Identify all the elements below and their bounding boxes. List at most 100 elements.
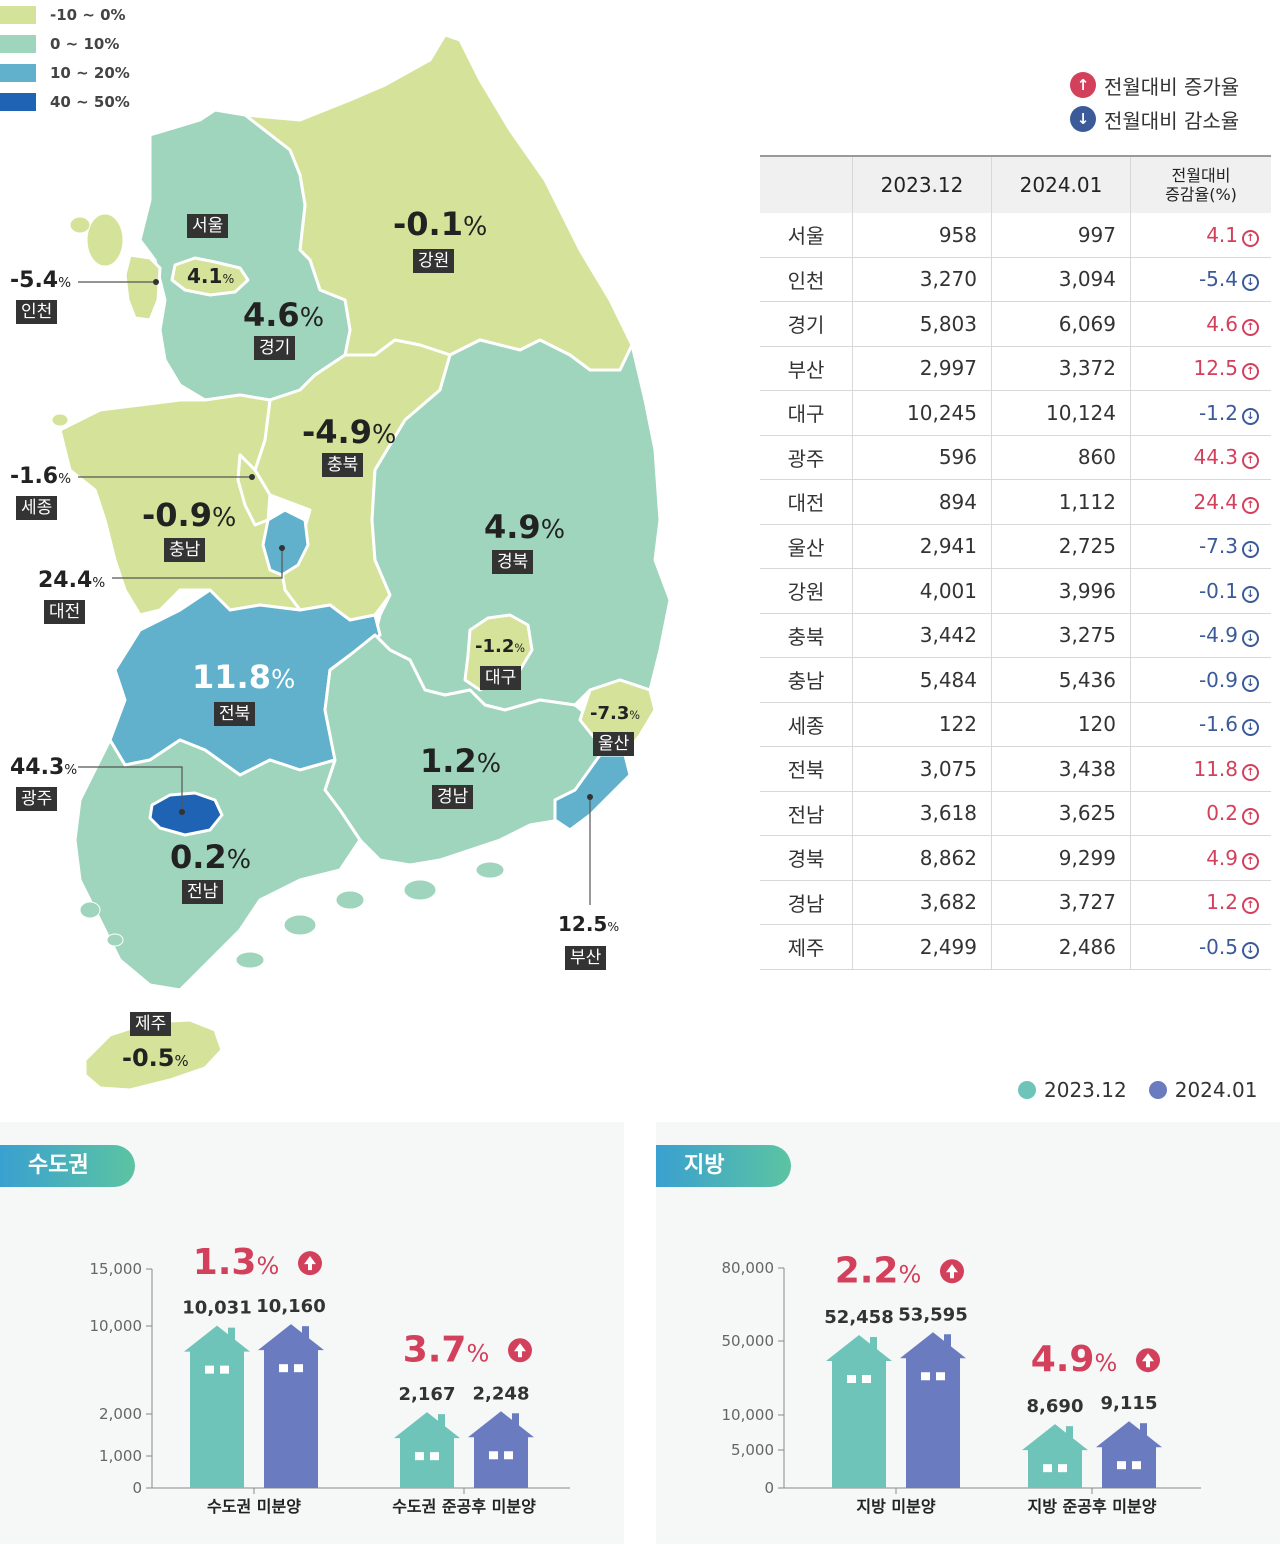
map-label-seoul: 서울 xyxy=(187,214,229,238)
bar-2024-01 xyxy=(258,1324,324,1488)
cell-dec: 5,803 xyxy=(852,301,992,347)
cell-jan: 3,372 xyxy=(991,346,1131,391)
cell-change: 4.1 ↑ xyxy=(1130,213,1271,258)
header-dec: 2023.12 xyxy=(852,155,992,213)
cell-region-text: 경남 xyxy=(787,891,825,916)
cell-change-text: -7.3 xyxy=(1198,534,1238,559)
header-change-line1: 전월대비 xyxy=(1171,166,1231,185)
cell-dec: 958 xyxy=(852,213,992,258)
region-name-tag: 인천 xyxy=(16,300,58,324)
table-row: 충남 5,484 5,436 -0.9 ↓ xyxy=(760,657,1271,703)
y-tick-label: 2,000 xyxy=(99,1405,142,1423)
cell-dec: 2,941 xyxy=(852,524,992,569)
pct-sign: % xyxy=(92,575,106,591)
region-name-tag: 경남 xyxy=(432,785,474,809)
cell-jan-text: 5,436 xyxy=(1058,667,1116,692)
cell-jan-text: 9,299 xyxy=(1058,845,1116,870)
region-value: -1.2 xyxy=(475,636,515,657)
map-value-seoul: 4.1% xyxy=(187,264,234,288)
legend-swatch xyxy=(0,92,36,111)
cell-jan: 3,275 xyxy=(991,613,1131,658)
cell-jan-text: 3,727 xyxy=(1058,890,1116,915)
region-seoul xyxy=(170,256,250,297)
region-value: 4.6 xyxy=(243,296,300,334)
map-label-jeonbuk: 전북 xyxy=(214,702,256,726)
table-row: 인천 3,270 3,094 -5.4 ↓ xyxy=(760,257,1271,302)
table-header-row: 2023.12 2024.01 전월대비 증감율(%) xyxy=(760,155,1271,213)
cell-region-text: 대구 xyxy=(787,402,825,427)
cell-change: -7.3 ↓ xyxy=(1130,524,1271,569)
arrow-up-icon: ↑ xyxy=(1242,363,1259,381)
pct-sign: % xyxy=(222,271,235,286)
arrow-up-icon: ↑ xyxy=(1070,72,1096,98)
region-name-tag: 서울 xyxy=(187,214,229,238)
region-name-tag: 충남 xyxy=(164,538,206,562)
legend-item: -10 ~ 0% xyxy=(0,0,130,29)
arrow-up-icon: ↑ xyxy=(1242,452,1259,470)
cell-jan: 3,727 xyxy=(991,880,1131,925)
change-value: 2.2 xyxy=(835,1250,899,1291)
table-row: 전남 3,618 3,625 0.2 ↑ xyxy=(760,791,1271,836)
house-window xyxy=(1058,1464,1067,1473)
region-value: 4.9 xyxy=(484,508,541,546)
cell-jan-text: 3,996 xyxy=(1058,578,1116,603)
panel-local xyxy=(656,1122,1280,1544)
cell-jan: 1,112 xyxy=(991,479,1131,525)
cell-dec-text: 2,941 xyxy=(919,534,977,559)
cell-dec-text: 958 xyxy=(938,222,977,247)
legend-decrease-label: 전월대비 감소율 xyxy=(1104,108,1240,133)
cell-dec: 2,997 xyxy=(852,346,992,391)
house-window xyxy=(489,1451,498,1460)
house-window xyxy=(205,1365,214,1374)
house-window xyxy=(279,1364,288,1373)
panel-capital-title: 수도권 xyxy=(0,1145,135,1187)
cell-region: 강원 xyxy=(760,568,853,614)
cell-jan-text: 2,486 xyxy=(1058,934,1116,959)
cell-change: 12.5 ↑ xyxy=(1130,346,1271,391)
cell-dec-text: 596 xyxy=(938,445,977,470)
cell-region-text: 전북 xyxy=(787,758,825,783)
region-value: 4.1 xyxy=(187,264,223,288)
cell-dec-text: 3,075 xyxy=(919,756,977,781)
cell-change: 24.4 ↑ xyxy=(1130,479,1271,525)
region-name-tag: 전남 xyxy=(182,880,224,904)
cell-region: 전남 xyxy=(760,791,853,836)
data-label: 53,595 xyxy=(898,1304,967,1325)
legend-swatch xyxy=(0,34,36,53)
cell-dec-text: 5,484 xyxy=(919,667,977,692)
map-value-gwangju: 44.3% xyxy=(10,755,77,780)
cell-region: 경남 xyxy=(760,880,853,925)
y-tick-label: 10,000 xyxy=(90,1317,143,1335)
cell-change-text: 4.1 xyxy=(1206,222,1238,247)
region-name-tag: 광주 xyxy=(16,787,58,811)
cell-region: 인천 xyxy=(760,257,853,302)
region-value: 11.8 xyxy=(192,658,271,696)
region-value: -5.4 xyxy=(10,268,59,293)
region-value: 44.3 xyxy=(10,755,65,780)
region-name-tag: 울산 xyxy=(593,732,635,756)
region-value: -0.1 xyxy=(393,205,463,243)
cell-region-text: 경북 xyxy=(787,847,825,872)
map-value-daegu: -1.2% xyxy=(475,636,525,657)
map-value-gyeongnam: 1.2% xyxy=(420,742,501,780)
house-window xyxy=(1132,1461,1141,1470)
cell-region-text: 서울 xyxy=(787,224,825,249)
series-2023-dot xyxy=(1018,1081,1036,1099)
cell-jan: 6,069 xyxy=(991,301,1131,347)
cell-change-text: 4.9 xyxy=(1206,845,1238,870)
cell-change-text: 24.4 xyxy=(1193,489,1238,514)
pct-sign: % xyxy=(174,1052,189,1070)
pct-sign: % xyxy=(607,919,620,934)
arrow-up-icon: ↑ xyxy=(1242,763,1259,781)
cell-region: 광주 xyxy=(760,435,853,480)
map-label-sejong: 세종 xyxy=(16,496,58,520)
region-jeonnam xyxy=(73,738,362,992)
y-tick-label: 1,000 xyxy=(99,1447,142,1465)
house-window xyxy=(921,1372,930,1381)
arrow-up-icon: ↑ xyxy=(1242,808,1259,826)
cell-jan-text: 997 xyxy=(1077,222,1116,247)
map-label-gyeonggi: 경기 xyxy=(254,336,296,360)
cell-region: 서울 xyxy=(760,213,853,258)
category-label: 수도권 준공후 미분양 xyxy=(392,1497,536,1516)
data-label: 10,031 xyxy=(182,1298,251,1319)
